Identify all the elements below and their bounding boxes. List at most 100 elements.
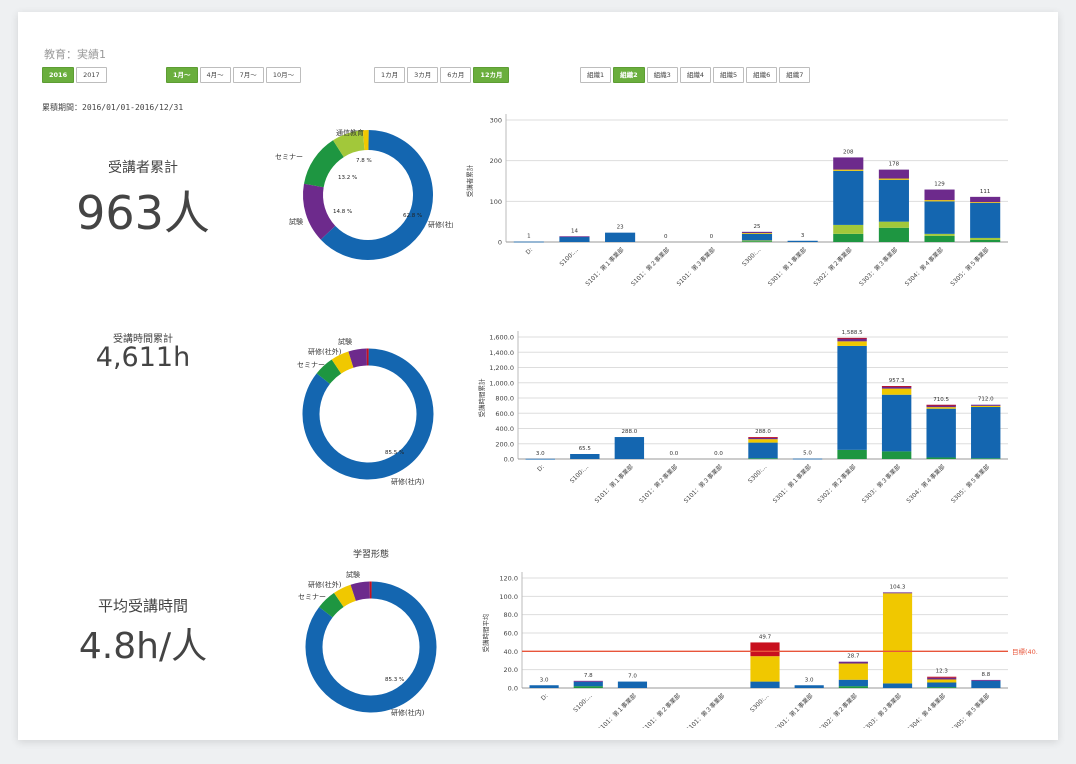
month-button-1[interactable]: 4月〜	[199, 67, 231, 83]
y-tick-label: 600.0	[495, 410, 514, 418]
org-button-3[interactable]: 組織4	[679, 67, 711, 83]
donut-slice	[350, 581, 371, 601]
x-tick-label: S100:…	[569, 463, 590, 484]
bar-total-label: 0	[710, 234, 714, 240]
donut-legend-label: 研修(社内)	[428, 220, 453, 229]
metric-title-average: 平均受講時間	[97, 597, 188, 615]
donut-legend-label: 通信教育	[336, 128, 364, 137]
bar-total-label: 104.3	[890, 584, 906, 590]
x-tick-label: S101：第１事業部	[593, 463, 635, 505]
month-button-group: 1月〜 4月〜 7月〜 10月〜	[166, 67, 302, 83]
x-tick-label: S302：第２事業部	[816, 463, 858, 505]
donut-slice	[316, 359, 342, 385]
bar-segment	[927, 687, 957, 688]
y-tick-label: 400.0	[495, 425, 514, 433]
bar-segment	[741, 233, 773, 234]
bar-segment	[792, 458, 823, 460]
org-button-4[interactable]: 組織5	[712, 67, 745, 83]
org-button-group: 組織1 組織2 組織3 組織4 組織5 組織6 組織7	[580, 67, 811, 83]
year-button-1[interactable]: 2017	[76, 67, 107, 83]
bar-segment	[529, 685, 559, 688]
bar-segment	[837, 338, 867, 342]
bar-segment	[971, 680, 1001, 688]
bar-chart-hours: 0.0 200.0 400.0 600.0 800.0 1,000.0 1,200.0 1,4…	[477, 330, 1008, 505]
bar-segment	[881, 386, 912, 389]
bar-segment	[878, 227, 909, 242]
y-tick-label: 1,600.0	[489, 334, 514, 342]
month-button-2[interactable]: 7月〜	[232, 67, 264, 83]
bar-total-label: 1,588.5	[842, 330, 863, 336]
org-button-6[interactable]: 組織7	[779, 67, 811, 83]
org-button-0[interactable]: 組織1	[580, 67, 612, 83]
donut-slice	[331, 351, 354, 374]
bar-segment	[971, 406, 1001, 459]
bar-total-label: 111	[980, 189, 991, 195]
bar-segment	[787, 240, 818, 242]
year-button-group: 2016 2017	[42, 67, 107, 83]
bar-segment	[926, 408, 956, 458]
range-button-2[interactable]: 6カ月	[440, 67, 472, 83]
x-tick-label: S305：第５事業部	[949, 692, 991, 728]
x-tick-label: S101：第２事業部	[640, 692, 682, 728]
bar-segment	[833, 170, 864, 225]
bar-segment	[927, 677, 957, 680]
donut-title: 学習形態	[353, 548, 389, 560]
bar-segment	[970, 202, 1001, 203]
bar-segment	[926, 457, 956, 459]
donut-slice	[303, 183, 336, 240]
range-button-0[interactable]: 1カ月	[374, 67, 406, 83]
bar-segment	[878, 178, 909, 180]
range-button-3[interactable]: 12カ月	[473, 67, 510, 83]
x-tick-label: S301：第１事業部	[773, 692, 815, 728]
org-button-2[interactable]: 組織3	[646, 67, 678, 83]
y-tick-label: 100	[490, 198, 502, 206]
bar-segment	[926, 407, 956, 409]
month-button-0[interactable]: 1月〜	[166, 67, 198, 83]
donut-legend-label: 試験	[289, 217, 303, 226]
x-tick-label: S101：第１事業部	[584, 246, 626, 288]
y-tick-label: 200.0	[495, 440, 514, 448]
x-tick-label: S303：第３事業部	[860, 463, 902, 505]
donut-legend-label: 試験	[346, 570, 360, 579]
bar-segment	[881, 451, 912, 459]
range-button-group: 1カ月 3カ月 6カ月 12カ月	[374, 67, 510, 83]
month-button-3[interactable]: 10月〜	[265, 67, 302, 83]
bar-chart-attendees: 0 100 200 300 受講者累計 1 D: 14 S100:… 23 S101：第１事業部 0 S…	[465, 114, 1008, 288]
y-tick-label: 40.0	[504, 648, 518, 656]
x-tick-label: S304：第４事業部	[905, 463, 947, 505]
bar-segment	[970, 237, 1001, 240]
y-tick-label: 0.0	[508, 685, 518, 693]
range-button-1[interactable]: 3カ月	[407, 67, 439, 83]
x-tick-label: S300:…	[749, 692, 770, 713]
x-tick-label: S101：第３事業部	[675, 246, 717, 288]
bar-segment	[926, 404, 956, 406]
org-button-1[interactable]: 組織2	[613, 67, 645, 83]
bar-segment	[750, 656, 780, 682]
bar-total-label: 0.0	[670, 451, 679, 457]
bar-segment	[748, 439, 778, 443]
bar-segment	[926, 404, 956, 408]
y-tick-label: 200	[490, 157, 502, 165]
bar-segment	[741, 231, 773, 234]
donut-slice	[320, 130, 433, 260]
metric-title-attendees: 受講者累計	[108, 160, 178, 176]
donut-percent-label: 85.5 %	[385, 450, 404, 456]
y-tick-label: 100.0	[499, 593, 518, 601]
year-button-0[interactable]: 2016	[42, 67, 75, 83]
x-tick-label: S302：第２事業部	[812, 246, 854, 288]
bar-segment	[570, 454, 600, 459]
y-tick-label: 1,200.0	[489, 364, 514, 372]
bar-segment	[838, 686, 868, 688]
org-button-5[interactable]: 組織6	[746, 67, 778, 83]
period-label: 累積期間：2016/01/01-2016/12/31	[42, 103, 184, 112]
bar-segment	[614, 437, 645, 459]
y-tick-label: 60.0	[504, 630, 518, 638]
x-tick-label: D:	[540, 692, 550, 702]
target-label: 目標(40.0)	[1012, 647, 1038, 656]
bar-total-label: 14	[571, 228, 578, 234]
donut-legend-label: 研修(社内)	[391, 708, 425, 717]
bar-segment	[617, 681, 648, 688]
bar-segment	[750, 642, 780, 657]
bar-segment	[924, 201, 955, 234]
